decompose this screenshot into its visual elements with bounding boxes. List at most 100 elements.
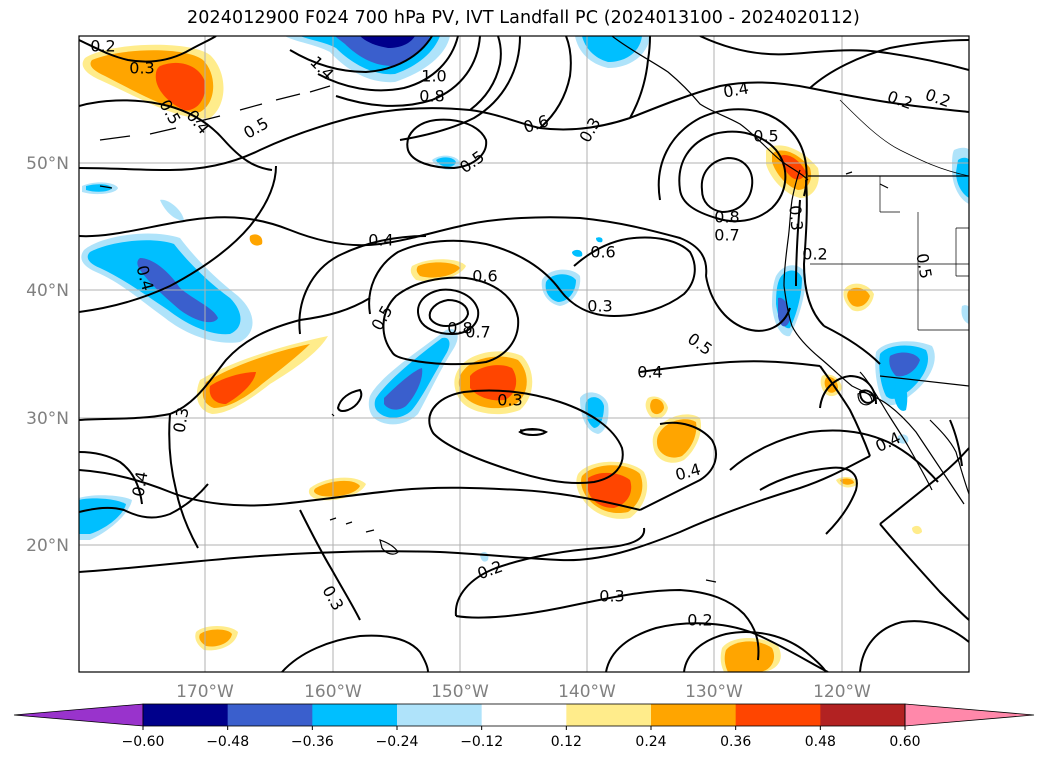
border-canada-provinces: [839, 99, 969, 177]
shade-negative: [572, 249, 583, 257]
colorbar: −0.60 −0.48 −0.36 −0.24 −0.12 0.12 0.24 0.36 0.4…: [13, 703, 1035, 750]
contour-label: 0.6: [590, 243, 615, 262]
shade-positive: [155, 62, 206, 111]
shade-negative: [86, 184, 112, 192]
lat-label-30n: 30°N: [26, 409, 69, 429]
lat-label-40n: 40°N: [26, 281, 69, 301]
contour-line: [539, 36, 572, 129]
contour-line: [298, 235, 427, 335]
colorbar-tick-label: 0.48: [805, 734, 836, 750]
map-frame: [78, 35, 970, 673]
contour-label: 0.5: [753, 127, 778, 146]
contour-line: [518, 428, 548, 436]
contour-line: [79, 483, 209, 519]
shade-negative: [436, 157, 456, 167]
lon-label-160w: 160°W: [304, 682, 362, 702]
contour-label: 0.8: [419, 87, 444, 106]
contour-line: [79, 469, 641, 511]
contour-line: [949, 419, 963, 467]
contour-line: [428, 298, 470, 328]
contour-line: [79, 36, 217, 63]
contour-line: [368, 239, 561, 315]
contour-label: 0.3: [169, 406, 192, 434]
colorbar-extend-left: [13, 703, 144, 727]
shade-positive: [840, 478, 854, 485]
shade-positive: [656, 419, 697, 458]
colorbar-tick-label: −0.60: [122, 734, 165, 750]
colorbar-segment: [312, 704, 398, 726]
longitude-labels: 170°W 160°W 150°W 140°W 130°W 120°W: [176, 682, 871, 702]
contour-line: [819, 374, 877, 409]
shade-positive: [912, 525, 922, 535]
contour-label: 0.3: [785, 204, 806, 231]
contour-label: 0.4: [128, 470, 151, 498]
colorbar-frame: [142, 703, 906, 727]
shade-negative: [160, 199, 184, 221]
contour-label: 0.6: [472, 267, 497, 286]
contour-line: [406, 118, 488, 170]
contour-line: [678, 130, 787, 223]
colorbar-extend-right: [904, 703, 1035, 727]
contour-line: [802, 179, 825, 327]
contour-label: 0.8: [714, 208, 739, 227]
colorbar-segment: [397, 704, 483, 726]
contour-line: [168, 413, 199, 549]
contour-label: 0.2: [90, 37, 115, 56]
border-us-mexico: [879, 375, 969, 387]
contour-line: [879, 523, 969, 621]
contour-label: 0.2: [687, 611, 712, 630]
contour-line: [699, 36, 969, 71]
contour-line: [79, 297, 371, 421]
contour-line: [639, 360, 821, 373]
contour-line: [879, 447, 969, 525]
colorbar-tick-label: −0.36: [291, 734, 334, 750]
contour-line: [700, 156, 754, 214]
shade-negative: [956, 157, 969, 198]
contour-line: [858, 389, 876, 404]
contour-label: 0.4: [637, 363, 662, 382]
shade-negative: [596, 237, 603, 243]
shade-negative: [582, 36, 642, 62]
colorbar-tick-label: −0.24: [376, 734, 419, 750]
colorbar-tick-label: −0.48: [206, 734, 249, 750]
contour-line: [317, 36, 459, 92]
contour-line: [335, 36, 481, 107]
shade-positive: [249, 234, 263, 246]
contour-line: [639, 421, 717, 511]
lon-label-170w: 170°W: [176, 682, 234, 702]
lat-label-50n: 50°N: [26, 154, 69, 174]
contour-line: [299, 509, 361, 621]
shade-negative: [894, 379, 908, 411]
contour-line: [759, 466, 858, 535]
pv-shading: [79, 36, 969, 672]
lon-label-140w: 140°W: [558, 682, 616, 702]
contour-line: [823, 325, 881, 365]
contour-line: [455, 588, 760, 661]
island-misc: [99, 171, 889, 189]
coastline-aleutians: [99, 85, 331, 141]
shade-negative: [360, 36, 415, 48]
contour-line: [809, 39, 969, 89]
map-title: 2024012900 F024 700 hPa PV, IVT Landfall…: [187, 8, 860, 28]
shade-positive: [847, 287, 870, 307]
contour-label: 0.5: [912, 252, 935, 280]
colorbar-segment: [651, 704, 737, 726]
contour-line: [559, 236, 696, 318]
colorbar-segment: [735, 704, 821, 726]
island-hawaii: [329, 517, 399, 555]
lon-label-120w: 120°W: [813, 682, 871, 702]
contour-line: [729, 429, 939, 483]
contour-line: [795, 199, 801, 287]
contour-line: [605, 622, 829, 672]
contours: [79, 36, 969, 672]
contour-line: [79, 81, 969, 172]
contour-line: [417, 288, 480, 336]
shade-positive: [209, 372, 256, 404]
contour-line: [79, 165, 277, 313]
shade-positive: [314, 480, 360, 497]
colorbar-tick-label: −0.12: [460, 734, 503, 750]
latitude-labels: 50°N 40°N 30°N 20°N: [26, 154, 69, 556]
colorbar-tick-label: 0.24: [635, 734, 666, 750]
contour-label: 0.3: [599, 587, 624, 606]
